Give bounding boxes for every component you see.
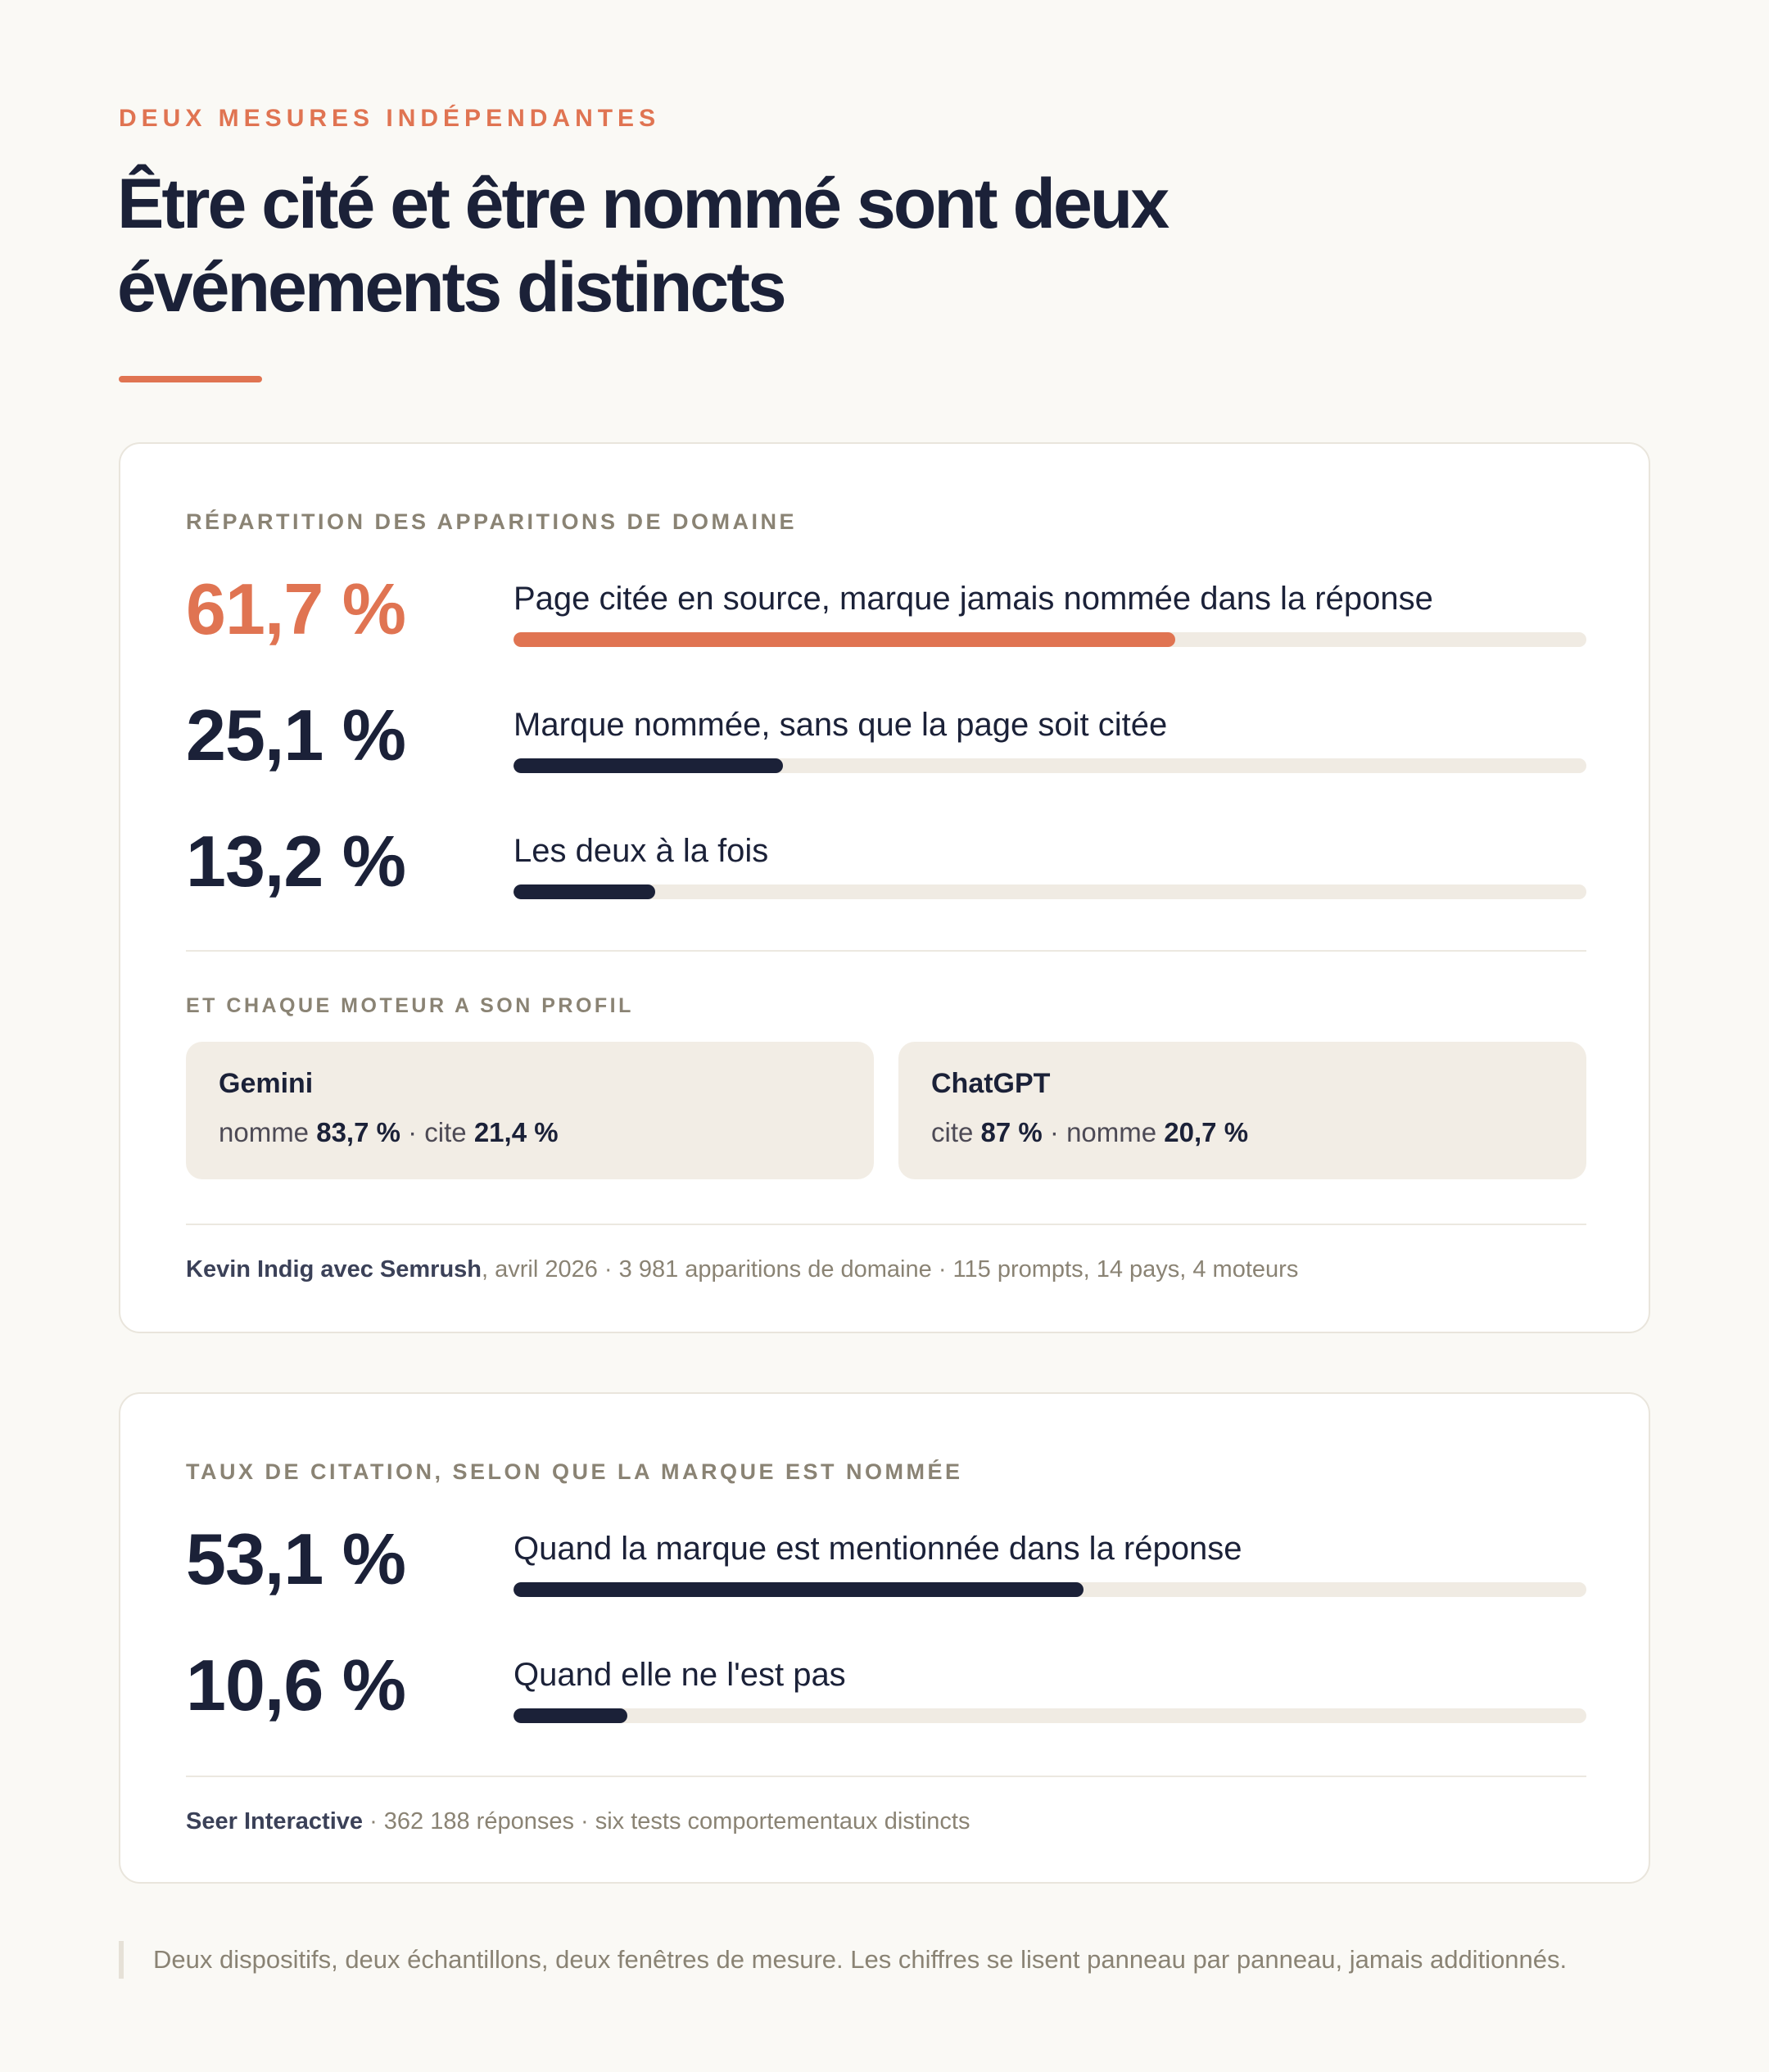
stat-row: 61,7 % Page citée en source, marque jama… [186,568,1586,691]
citation-rate-panel: TAUX DE CITATION, SELON QUE LA MARQUE ES… [119,1392,1650,1884]
stat-label: Quand la marque est mentionnée dans la r… [514,1531,1242,1567]
source-author: Seer Interactive [186,1808,364,1834]
metric-separator: · [1042,1117,1067,1147]
engine-card-gemini: Gemini nomme 83,7 % · cite 21,4 % [186,1042,874,1179]
metric-value: 83,7 % [316,1117,400,1147]
stat-row: 25,1 % Marque nommée, sans que la page s… [186,694,1586,817]
metric-label: cite [931,1117,974,1147]
bar-track [514,1708,1586,1723]
stat-value: 53,1 % [186,1518,406,1599]
stat-value: 61,7 % [186,568,406,649]
metric-label: cite [424,1117,467,1147]
bar-track [514,1582,1586,1597]
stat-value: 25,1 % [186,694,406,776]
bar-fill [514,632,1175,647]
bar-fill [514,884,655,899]
bar-track [514,632,1586,647]
stat-row: 53,1 % Quand la marque est mentionnée da… [186,1518,1586,1641]
metric-value: 20,7 % [1164,1117,1249,1147]
metric-label: nomme [1066,1117,1157,1147]
divider [186,1224,1586,1225]
source-author: Kevin Indig avec Semrush [186,1256,482,1283]
engine-card-chatgpt: ChatGPT cite 87 % · nomme 20,7 % [898,1042,1586,1179]
stat-value: 10,6 % [186,1644,406,1726]
kicker: DEUX MESURES INDÉPENDANTES [119,105,661,132]
domain-appearances-panel: RÉPARTITION DES APPARITIONS DE DOMAINE 6… [119,442,1650,1333]
divider [186,950,1586,952]
stat-label: Les deux à la fois [514,833,769,869]
stat-label: Page citée en source, marque jamais nomm… [514,581,1433,617]
stat-label: Quand elle ne l'est pas [514,1657,846,1693]
metric-value: 21,4 % [473,1117,559,1147]
metric-label: nomme [219,1117,310,1147]
page-title: Être cité et être nommé sont deux événem… [117,165,1170,327]
engine-metrics: nomme 83,7 % · cite 21,4 % [219,1117,559,1148]
stat-label: Marque nommée, sans que la page soit cit… [514,707,1168,743]
bar-fill [514,1582,1084,1597]
panel-label: RÉPARTITION DES APPARITIONS DE DOMAINE [186,509,798,534]
bar-fill [514,758,783,773]
stat-value: 13,2 % [186,821,406,902]
source-details: , avril 2026 · 3 981 apparitions de doma… [482,1256,1299,1283]
engines-label: ET CHAQUE MOTEUR A SON PROFIL [186,994,634,1017]
stat-row: 13,2 % Les deux à la fois [186,821,1586,943]
bar-track [514,758,1586,773]
source-details: · 362 188 réponses · six tests comportem… [363,1808,970,1834]
title-accent-rule [119,376,262,382]
divider [186,1776,1586,1777]
engine-name: Gemini [219,1068,314,1099]
bar-fill [514,1708,627,1723]
bar-track [514,884,1586,899]
footnote: Deux dispositifs, deux échantillons, deu… [119,1941,1567,1979]
stat-row: 10,6 % Quand elle ne l'est pas [186,1644,1586,1767]
engine-name: ChatGPT [931,1068,1051,1099]
source-citation: Seer Interactive · 362 188 réponses · si… [186,1808,970,1835]
metric-separator: · [400,1117,425,1147]
source-citation: Kevin Indig avec Semrush, avril 2026 · 3… [186,1256,1298,1283]
metric-value: 87 % [980,1117,1043,1147]
panel-label: TAUX DE CITATION, SELON QUE LA MARQUE ES… [186,1459,963,1484]
engine-metrics: cite 87 % · nomme 20,7 % [931,1117,1248,1148]
